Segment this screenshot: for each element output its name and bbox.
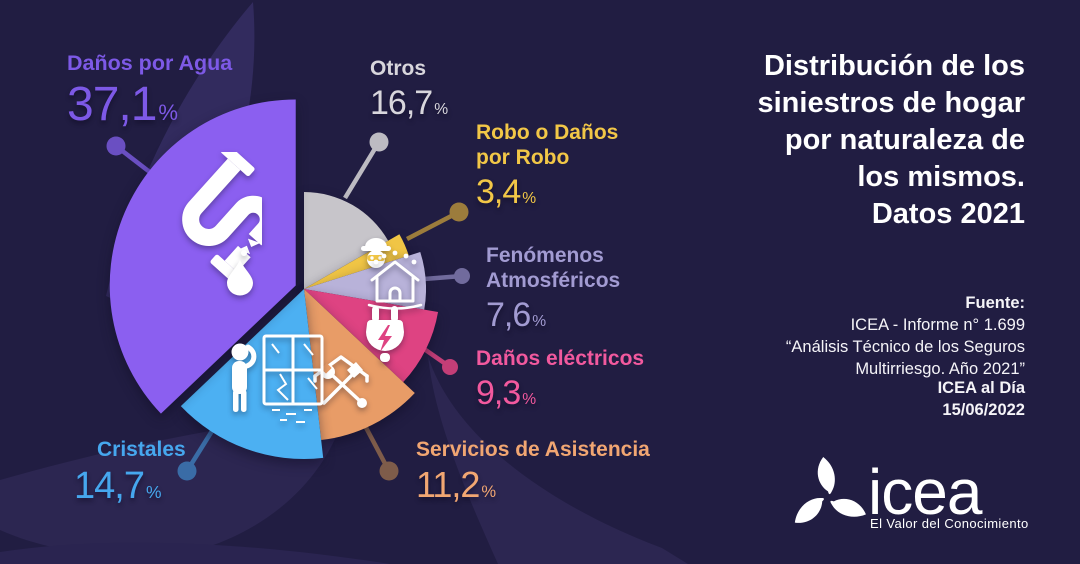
broken-window-person-icon — [231, 334, 324, 423]
slice-label: Fenómenos Atmosféricos — [486, 244, 621, 292]
leader-line — [405, 210, 461, 241]
callout-servicios: Servicios de Asistencia 11,2% — [416, 437, 676, 503]
slice-value: 9,3% — [476, 374, 537, 412]
percent-sign: % — [481, 482, 497, 501]
slice-value: 11,2% — [416, 464, 497, 505]
leader-dot — [106, 136, 126, 156]
leader-line — [360, 418, 391, 473]
leader-line — [343, 140, 381, 200]
percent-sign: % — [532, 313, 547, 330]
edition-date: ICEA al Día 15/06/2022 — [937, 379, 1025, 419]
slice-label: Servicios de Asistencia — [416, 438, 650, 461]
roof-tools-icon — [313, 355, 369, 408]
logo-tagline: El Valor del Conocimiento — [870, 516, 1029, 531]
callout-otros: Otros 16,7% — [370, 56, 448, 120]
callout-danos-por-agua: Daños por Agua 37,1% — [67, 51, 232, 129]
leader-dot — [449, 202, 469, 222]
logo-wordmark: icea — [868, 456, 982, 528]
pie-slice — [180, 289, 324, 460]
leader-dot — [177, 461, 197, 481]
page-title: Distribución de los siniestros de hogar … — [757, 50, 1025, 230]
pie-slice — [304, 252, 426, 310]
petal-decoration — [0, 542, 390, 564]
percent-sign: % — [434, 101, 449, 118]
water-drop-icon — [227, 250, 253, 296]
source-lines: ICEA - Informe n° 1.699 “Análisis Técnic… — [785, 316, 1025, 378]
source-heading: Fuente: — [965, 294, 1025, 312]
slice-value: 14,7% — [74, 465, 162, 507]
percent-sign: % — [522, 391, 537, 408]
slice-label: Robo o Daños por Robo — [476, 121, 619, 169]
petal-decoration — [428, 356, 688, 564]
pie-slice — [304, 191, 389, 289]
house-rain-icon — [367, 250, 423, 310]
percent-sign: % — [522, 190, 537, 207]
leader-dot — [454, 268, 470, 284]
callout-danos-electricos: Daños eléctricos 9,3% — [476, 346, 696, 410]
percent-sign: % — [145, 482, 162, 502]
slice-label: Cristales — [97, 438, 186, 461]
source-block: Fuente: ICEA - Informe n° 1.699 “Análisi… — [695, 270, 1025, 380]
callout-cristales: Cristales 14,7% — [74, 437, 186, 505]
burglar-icon — [361, 238, 391, 268]
icea-logo: icea El Valor del Conocimiento — [786, 452, 1030, 544]
plug-lightning-icon — [366, 306, 404, 362]
slice-label: Daños por Agua — [67, 51, 233, 75]
pie-slice — [304, 289, 415, 441]
leader-dot — [442, 359, 458, 375]
callout-fenomenos: Fenómenos Atmosféricos 7,6% — [486, 243, 636, 332]
leader-dot — [379, 461, 399, 481]
slice-value: 3,4% — [476, 173, 537, 211]
slice-label: Otros — [370, 57, 427, 80]
slice-value: 16,7% — [370, 84, 449, 122]
pie-slice — [109, 99, 296, 414]
percent-sign: % — [158, 100, 179, 125]
leader-dot — [369, 132, 389, 152]
icea-pinwheel-icon — [794, 456, 866, 523]
slice-value: 37,1% — [67, 78, 179, 131]
callout-robo: Robo o Daños por Robo 3,4% — [476, 120, 636, 209]
slice-label: Daños eléctricos — [476, 347, 645, 370]
slice-value: 7,6% — [486, 296, 547, 334]
